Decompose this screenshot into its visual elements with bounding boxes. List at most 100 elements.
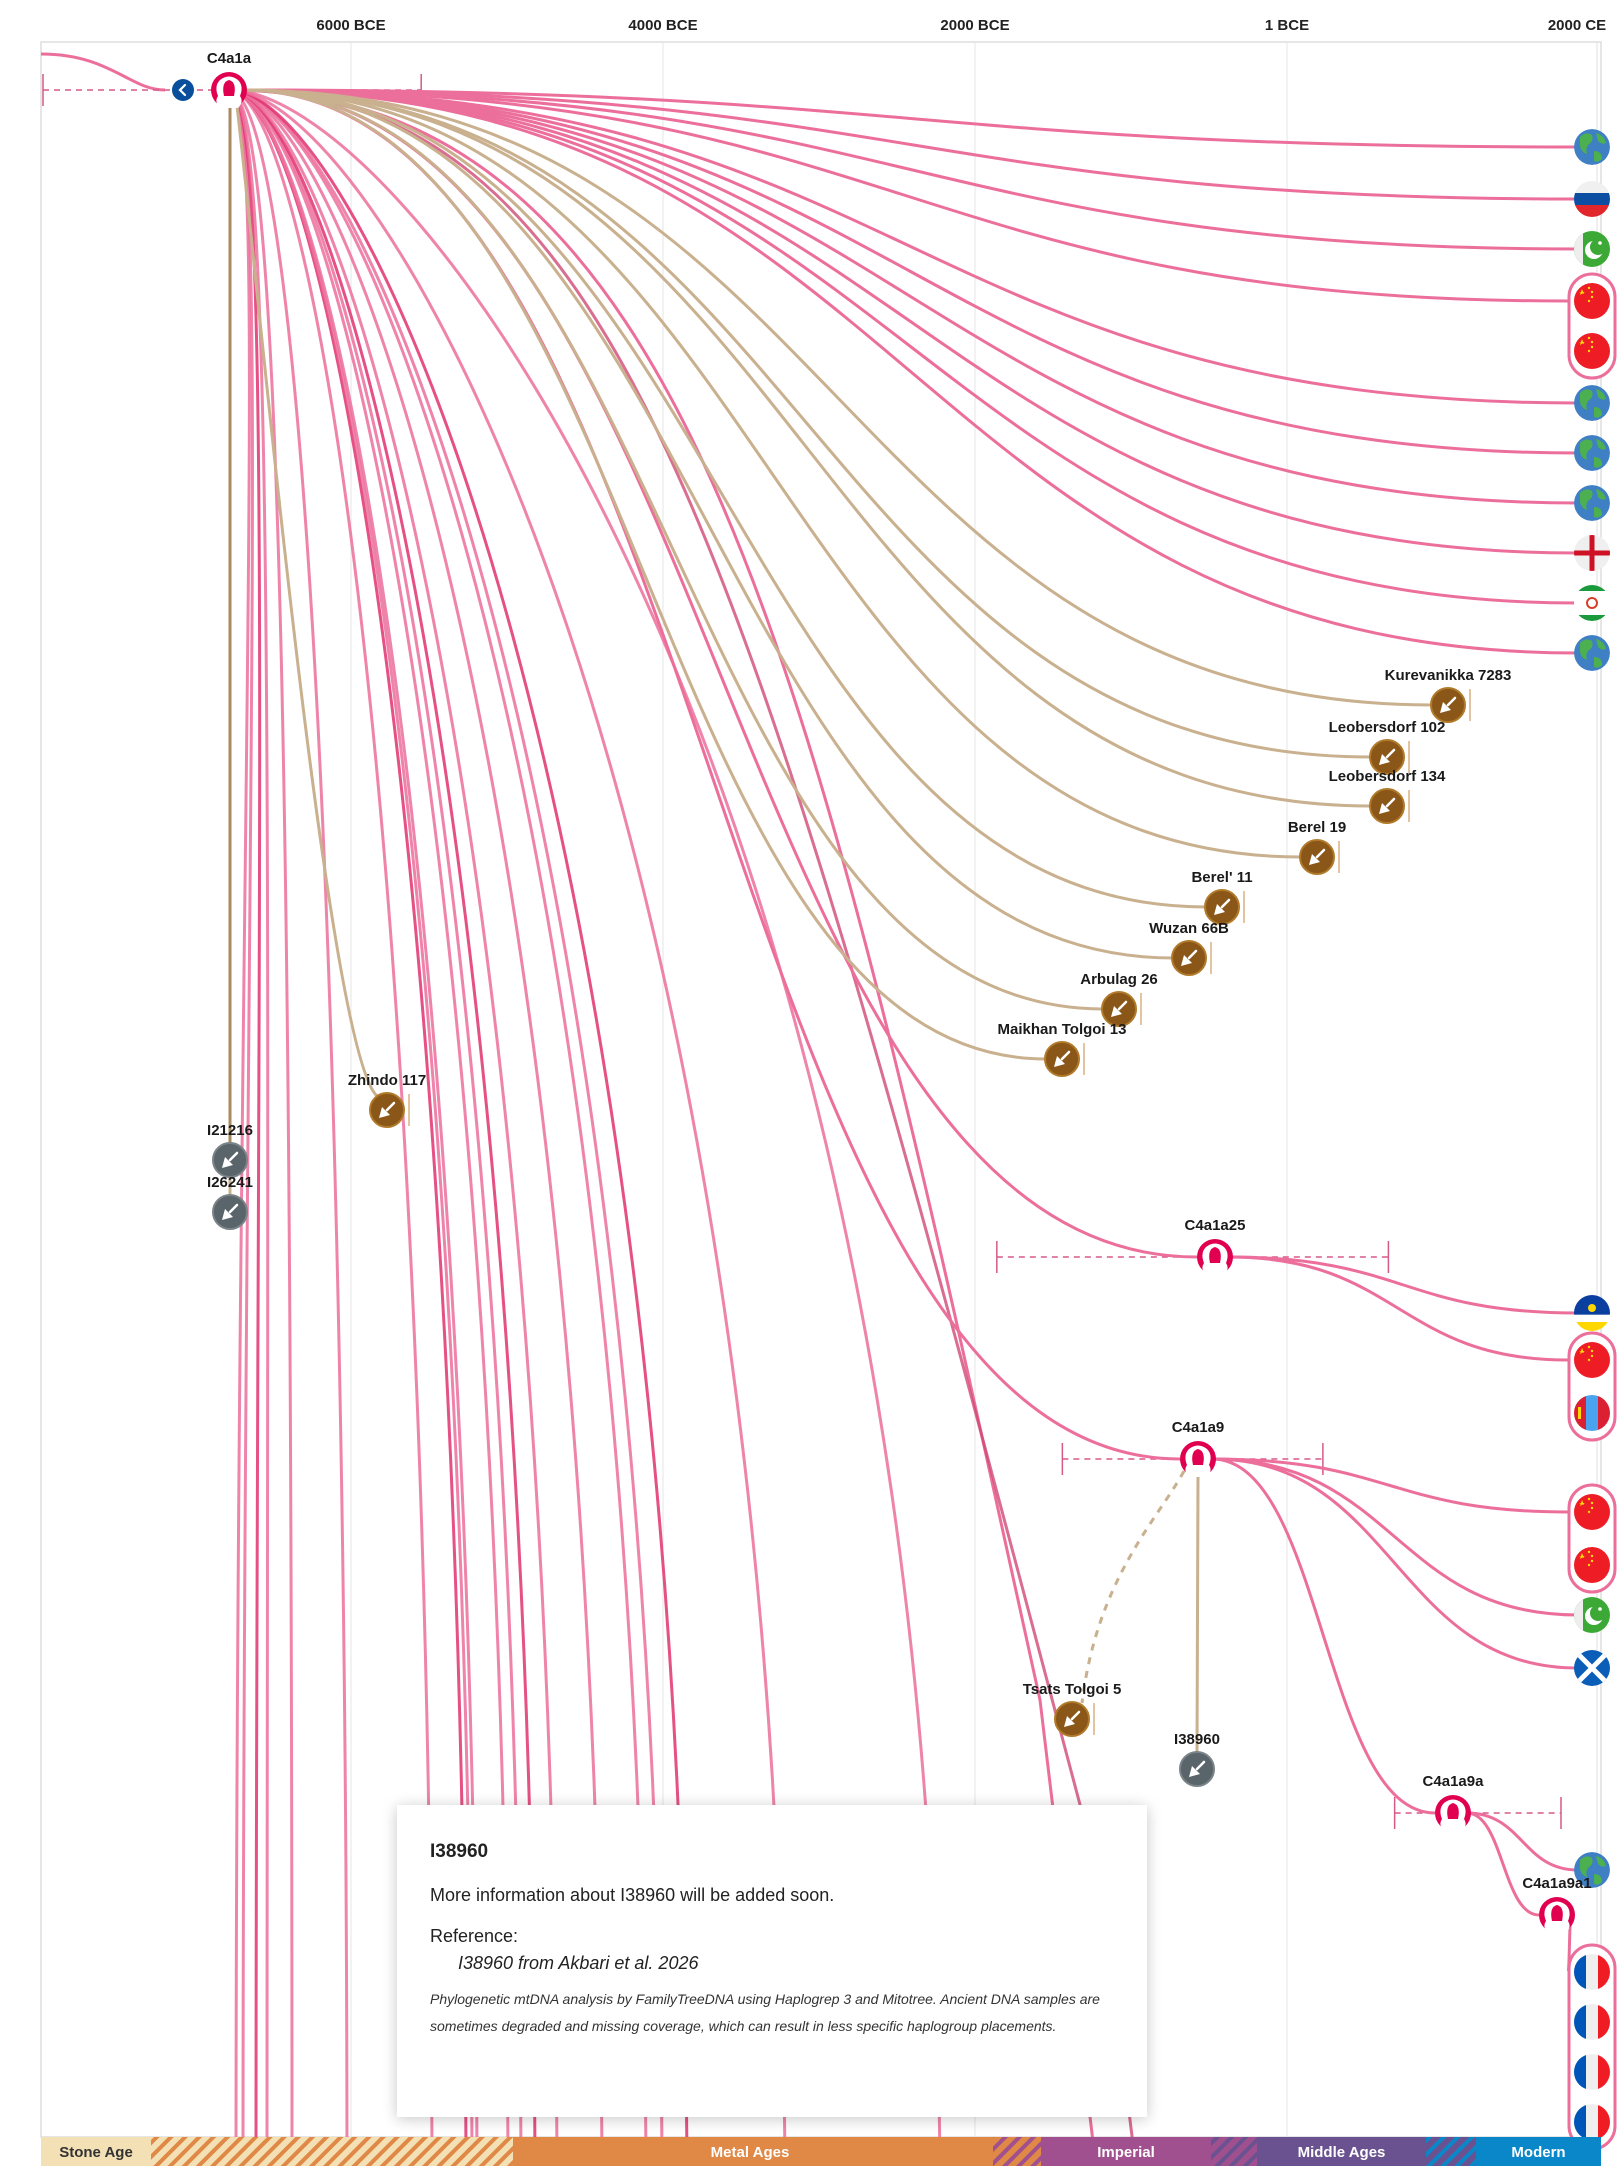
branch-line <box>228 88 559 2137</box>
modern-sample-group[interactable] <box>1574 435 1610 471</box>
era-band: Stone Age Metal Ages Imperial Middle Ages Mo… <box>41 2137 1601 2166</box>
branch-line <box>228 88 434 2137</box>
era-segment <box>1211 2137 1257 2166</box>
france-flag-icon <box>1574 2054 1610 2090</box>
popup-reference-label: Reference: <box>430 1926 519 1946</box>
parent-branch <box>41 52 166 92</box>
ancient-branch <box>242 88 1207 909</box>
modern-branch <box>242 88 1579 251</box>
ancient-sample-node[interactable]: I26241 <box>207 1174 253 1230</box>
modern-sample-group[interactable] <box>1574 585 1610 621</box>
ancient-sample-node[interactable]: I21216 <box>207 1122 253 1178</box>
haplogroup-branch <box>1211 1457 1436 1815</box>
x-tick-label: 2000 CE <box>1548 17 1606 34</box>
modern-branch <box>242 88 1579 505</box>
sample-label: I26241 <box>207 1174 253 1191</box>
modern-sample-group[interactable] <box>1574 1852 1610 1888</box>
modern-sample-group[interactable] <box>1567 1943 1617 2151</box>
back-button[interactable] <box>172 79 194 101</box>
trowel-icon <box>1111 1000 1128 1017</box>
modern-sample-group[interactable] <box>1574 385 1610 421</box>
modern-sample-group[interactable] <box>1574 231 1610 267</box>
trowel-icon <box>1440 696 1457 713</box>
branch-line <box>228 88 510 2137</box>
modern-sample-group[interactable] <box>1574 1650 1610 1686</box>
modern-branch <box>1211 1457 1569 1514</box>
modern-sample-group[interactable] <box>1574 485 1610 521</box>
female-person-icon <box>1539 1897 1575 1933</box>
haplogroup-label: C4a1a9a1 <box>1522 1875 1591 1892</box>
ancient-sample-node[interactable]: Leobersdorf 134 <box>1329 768 1446 824</box>
female-person-icon <box>1435 1795 1471 1831</box>
globe-flag-icon <box>1574 635 1610 671</box>
era-segment <box>1426 2137 1476 2166</box>
trowel-icon <box>222 1151 239 1168</box>
ancient-branch <box>1080 1470 1186 1704</box>
ancient-sample-node[interactable]: Kurevanikka 7283 <box>1385 667 1512 723</box>
modern-sample-group[interactable] <box>1574 1295 1610 1331</box>
haplogroup-label: C4a1a9a <box>1423 1773 1485 1790</box>
modern-sample-group[interactable] <box>1574 1597 1610 1633</box>
modern-branch <box>242 88 1579 201</box>
ancient-sample-node[interactable]: Maikhan Tolgoi 13 <box>998 1021 1127 1077</box>
haplogroup-label: C4a1a9 <box>1172 1419 1225 1436</box>
ancient-branch <box>1195 1476 1200 1754</box>
ancient-sample-node[interactable]: Leobersdorf 102 <box>1329 719 1446 775</box>
sample-label: Arbulag 26 <box>1080 971 1158 988</box>
modern-sample-group[interactable] <box>1567 1483 1617 1594</box>
female-person-icon <box>1197 1239 1233 1275</box>
branch-line <box>228 88 523 2137</box>
sample-label: Leobersdorf 134 <box>1329 768 1446 785</box>
era-segment <box>513 2137 993 2166</box>
modern-sample-group[interactable] <box>1567 272 1617 380</box>
trowel-icon <box>1189 1760 1206 1777</box>
haplogroup-node[interactable]: C4a1a9a <box>1423 1773 1485 1831</box>
sample-label: I21216 <box>207 1122 253 1139</box>
china-flag-icon <box>1574 283 1610 319</box>
branch-line <box>228 88 664 2137</box>
france-flag-icon <box>1574 2104 1610 2140</box>
ancient-sample-node[interactable]: I38960 <box>1174 1731 1220 1787</box>
haplogroup-branch <box>242 88 1181 1461</box>
china-flag-icon <box>1574 1494 1610 1530</box>
modern-sample-group[interactable] <box>1574 181 1610 217</box>
ancient-sample-node[interactable]: Arbulag 26 <box>1080 971 1158 1027</box>
sample-label: Kurevanikka 7283 <box>1385 667 1512 684</box>
modern-sample-group[interactable] <box>1567 1331 1617 1442</box>
branch-line <box>228 88 349 2137</box>
sample-label: Zhindo 117 <box>348 1072 426 1089</box>
haplogroup-node[interactable]: C4a1a9 <box>1172 1419 1225 1477</box>
branch-line <box>228 88 689 2137</box>
haplogroup-label: C4a1a25 <box>1185 1217 1246 1234</box>
modern-sample-group[interactable] <box>1574 535 1610 571</box>
haplogroup-node[interactable]: C4a1a25 <box>1185 1217 1246 1275</box>
modern-sample-group[interactable] <box>1574 635 1610 671</box>
globe-flag-icon <box>1574 1852 1610 1888</box>
x-tick-label: 4000 BCE <box>628 17 697 34</box>
ancient-sample-node[interactable]: Berel 19 <box>1288 819 1346 875</box>
trowel-icon <box>222 1203 239 1220</box>
ingushetia-flag-icon <box>1574 585 1610 621</box>
ancient-sample-node[interactable]: Berel' 11 <box>1191 869 1253 925</box>
sample-info-popup: I38960 More information about I38960 wil… <box>397 1805 1147 2117</box>
modern-sample-group[interactable] <box>1574 129 1610 165</box>
ancient-sample-node[interactable]: Tsats Tolgoi 5 <box>1023 1681 1122 1737</box>
china-flag-icon <box>1574 333 1610 369</box>
female-person-icon <box>1180 1441 1216 1477</box>
sample-label: I38960 <box>1174 1731 1220 1748</box>
sample-label: Wuzan 66B <box>1149 920 1229 937</box>
ancient-sample-node[interactable]: Zhindo 117 <box>348 1072 426 1128</box>
modern-branch <box>242 88 1579 605</box>
modern-branch <box>1466 1811 1579 1872</box>
x-tick-label: 2000 BCE <box>940 17 1009 34</box>
modern-branch <box>242 88 1579 149</box>
era-label: Middle Ages <box>1298 2144 1386 2161</box>
trowel-icon <box>1379 748 1396 765</box>
ancient-sample-node[interactable]: Wuzan 66B <box>1149 920 1229 976</box>
haplogroup-node[interactable]: C4a1a9a1 <box>1522 1875 1592 1933</box>
branch-line <box>228 88 294 2137</box>
haplogroup-node[interactable]: C4a1a <box>207 50 252 108</box>
era-segment <box>151 2137 513 2166</box>
trowel-icon <box>379 1101 396 1118</box>
branch-line <box>228 88 604 2137</box>
